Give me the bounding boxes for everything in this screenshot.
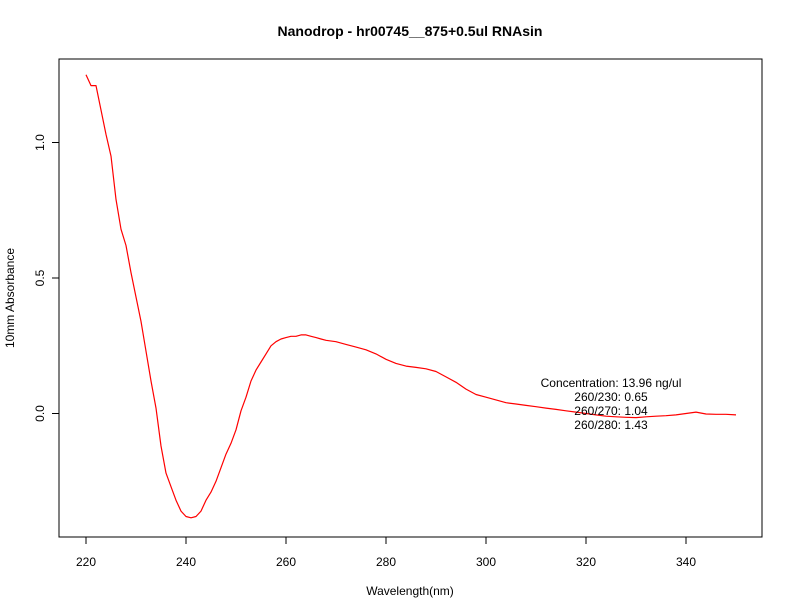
x-tick-label: 320 xyxy=(576,555,596,569)
x-axis: 220 240 260 280 300 320 340 xyxy=(76,536,696,569)
x-tick-label: 220 xyxy=(76,555,96,569)
y-tick-label: 0.0 xyxy=(33,405,47,422)
y-tick-label: 1.0 xyxy=(33,134,47,151)
series-layer xyxy=(85,74,737,519)
x-tick-label: 260 xyxy=(276,555,296,569)
x-tick-label: 300 xyxy=(476,555,496,569)
x-tick-label: 280 xyxy=(376,555,396,569)
annotation-ratio-260-280: 260/280: 1.43 xyxy=(574,418,648,432)
annotation-ratio-260-270: 260/270: 1.04 xyxy=(574,404,648,418)
y-axis-label: 10mm Absorbance xyxy=(3,248,17,348)
absorbance-series-line xyxy=(85,74,737,519)
annotation-ratio-260-230: 260/230: 0.65 xyxy=(574,390,648,404)
chart-title: Nanodrop - hr00745__875+0.5ul RNAsin xyxy=(278,23,543,39)
y-tick-label: 0.5 xyxy=(33,269,47,286)
annotation-concentration: Concentration: 13.96 ng/ul xyxy=(541,376,682,390)
x-tick-label: 340 xyxy=(676,555,696,569)
x-axis-label: Wavelength(nm) xyxy=(366,584,454,598)
y-axis: 0.0 0.5 1.0 xyxy=(33,134,60,422)
x-tick-label: 240 xyxy=(176,555,196,569)
stats-annotation: Concentration: 13.96 ng/ul 260/230: 0.65… xyxy=(541,376,682,432)
